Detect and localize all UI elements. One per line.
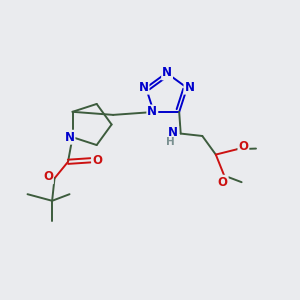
Text: N: N [168,127,178,140]
Text: N: N [162,66,172,80]
Text: O: O [238,140,248,153]
Text: N: N [64,131,74,144]
Text: O: O [218,176,228,189]
Text: O: O [43,170,53,183]
Text: H: H [166,137,175,147]
Text: N: N [184,81,194,94]
Text: N: N [147,106,157,118]
Text: N: N [139,81,148,94]
Text: O: O [92,154,102,167]
